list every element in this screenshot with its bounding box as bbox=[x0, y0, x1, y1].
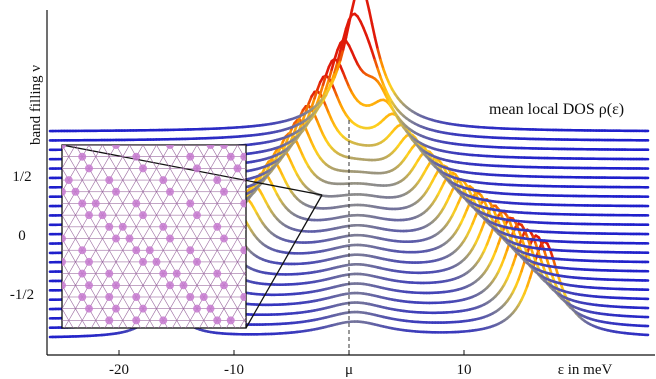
dos-curve-segment bbox=[511, 254, 518, 267]
lattice-bond bbox=[162, 156, 171, 169]
dos-curve-segment bbox=[485, 235, 492, 246]
dos-curve-segment bbox=[330, 57, 336, 71]
lattice-bond bbox=[237, 145, 238, 146]
dos-curve-segment bbox=[336, 49, 342, 64]
dos-curve-segment bbox=[376, 48, 382, 62]
lattice-bond bbox=[223, 145, 224, 146]
lattice-bond bbox=[115, 156, 124, 169]
lattice-bond bbox=[196, 145, 205, 157]
dos-curve-segment bbox=[367, 41, 374, 53]
lattice-bond bbox=[68, 145, 76, 157]
lattice-bond bbox=[169, 168, 178, 181]
dos-curve-segment bbox=[316, 92, 322, 104]
lattice-bond bbox=[122, 145, 130, 157]
lattice bbox=[62, 145, 258, 328]
lattice-bond bbox=[88, 145, 97, 157]
lattice-bond bbox=[142, 145, 151, 157]
lattice-bond bbox=[156, 156, 164, 169]
dos-curve-segment bbox=[523, 284, 529, 295]
lattice-bond bbox=[108, 156, 117, 169]
dos-curve-segment bbox=[502, 248, 509, 260]
lattice-bond bbox=[129, 168, 137, 181]
dos-curve-segment bbox=[508, 263, 515, 274]
lattice-bond bbox=[210, 156, 218, 169]
dos-curve-segment bbox=[517, 269, 523, 281]
dos-curve-segment bbox=[543, 250, 549, 263]
lattice-bond bbox=[216, 156, 225, 169]
lattice-bond bbox=[122, 168, 130, 181]
dos-curve-segment bbox=[341, 27, 348, 41]
dos-curve-segment bbox=[525, 276, 532, 288]
dos-curve-segment bbox=[370, 22, 377, 39]
dos-curve-segment bbox=[350, 0, 356, 12]
dos-curve-segment bbox=[304, 102, 311, 113]
lattice-bond bbox=[122, 156, 130, 169]
dos-curve-segment bbox=[373, 35, 380, 51]
lattice-bond bbox=[169, 156, 178, 169]
lattice-bond bbox=[115, 168, 124, 181]
lattice-bond bbox=[95, 156, 103, 169]
lattice-bond bbox=[149, 168, 157, 181]
lattice-bond bbox=[183, 168, 191, 181]
dos-curve-segment bbox=[376, 67, 382, 79]
dos-curve-segment bbox=[500, 256, 506, 267]
dos-curve-segment bbox=[324, 78, 331, 90]
lattice-bond bbox=[149, 145, 157, 157]
lattice-bond bbox=[251, 145, 258, 157]
dos-curve-segment bbox=[379, 58, 385, 71]
dos-curve-segment bbox=[494, 242, 500, 253]
dos-curve-segment bbox=[324, 65, 331, 77]
dos-curve-segment bbox=[336, 58, 342, 71]
dos-curve-segment bbox=[295, 115, 302, 126]
dos-curve-segment bbox=[316, 80, 322, 91]
dos-curve-segment bbox=[327, 68, 334, 81]
dos-curve-segment bbox=[520, 260, 526, 273]
dos-curve-segment bbox=[333, 67, 339, 79]
lattice-bond bbox=[203, 156, 211, 169]
inset-connector bbox=[245, 194, 323, 329]
lattice-bond bbox=[176, 145, 184, 157]
dos-curve-segment bbox=[310, 97, 316, 109]
lattice-bond bbox=[156, 145, 164, 157]
lattice-bond bbox=[95, 168, 103, 181]
lattice-bond bbox=[176, 168, 184, 181]
dos-curve-segment bbox=[333, 48, 339, 61]
lattice-bond bbox=[68, 156, 76, 169]
dos-curve-segment bbox=[321, 73, 328, 86]
lattice-bond bbox=[102, 156, 110, 169]
lattice-bond bbox=[203, 168, 211, 181]
inset-connector bbox=[61, 144, 323, 196]
dos-curve-segment bbox=[379, 75, 385, 87]
lattice-bond bbox=[224, 145, 225, 146]
lattice-bond bbox=[75, 168, 83, 181]
lattice-bond bbox=[62, 156, 70, 169]
lattice-bond bbox=[95, 145, 103, 157]
dos-curve-segment bbox=[313, 88, 319, 100]
dos-curve-segment bbox=[339, 38, 345, 53]
lattice-bond bbox=[102, 145, 110, 157]
lattice-bond bbox=[223, 168, 232, 181]
dos-curve-segment bbox=[344, 22, 351, 39]
lattice-inset bbox=[61, 144, 323, 329]
dos-curve-segment bbox=[318, 83, 325, 96]
dos-curve-segment bbox=[364, 33, 371, 44]
dos-curve-segment bbox=[365, 0, 371, 12]
dos-curve-segment bbox=[373, 58, 380, 71]
dos-curve-segment bbox=[367, 8, 374, 26]
dos-curve-segment bbox=[347, 8, 354, 26]
lattice-bond bbox=[176, 156, 184, 169]
dos-curve-segment bbox=[333, 60, 339, 74]
dos-curve-segment bbox=[488, 227, 495, 239]
dos-curve-segment bbox=[479, 221, 486, 232]
dos-curve-segment bbox=[517, 228, 523, 240]
dos-curve-segment bbox=[341, 35, 348, 51]
lattice-bond bbox=[149, 156, 157, 169]
dos-curve-segment bbox=[382, 67, 388, 79]
dos-curve-segment bbox=[339, 48, 345, 62]
dos-curve-segment bbox=[370, 49, 377, 62]
